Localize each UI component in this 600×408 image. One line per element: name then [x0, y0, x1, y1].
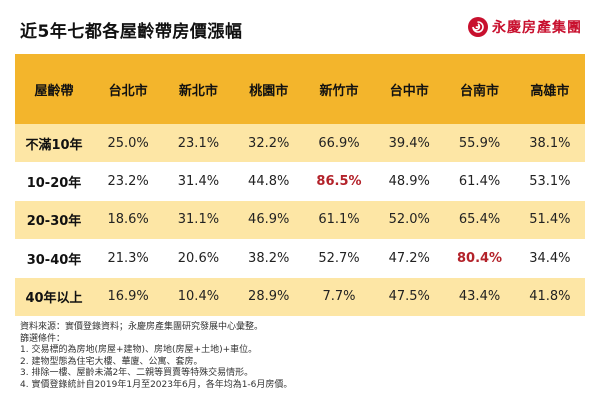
- column-header: 新竹市: [303, 54, 375, 124]
- row-label: 10-20年: [15, 162, 93, 201]
- table-cell: 66.9%: [303, 124, 375, 163]
- table-row: 40年以上 16.9% 10.4% 28.9% 7.7% 47.5% 43.4%…: [15, 277, 585, 316]
- table-cell: 10.4%: [163, 277, 234, 316]
- table-cell: 21.3%: [93, 239, 164, 278]
- table-cell: 38.1%: [514, 124, 585, 163]
- table-cell: 32.2%: [233, 124, 304, 163]
- table-cell: 52.0%: [374, 200, 445, 240]
- table-cell: 55.9%: [444, 124, 515, 163]
- table-cell: 47.2%: [374, 239, 445, 278]
- column-header: 台北市: [93, 54, 164, 124]
- column-header: 屋齡帶: [15, 54, 93, 124]
- column-header: 高雄市: [514, 54, 585, 124]
- filter-note: 3. 排除一樓、屋齡未滿2年、二親等買賣等特殊交易情形。: [20, 368, 254, 378]
- table-header-row: 屋齡帶 台北市 新北市 桃園市 新竹市 台中市 台南市 高雄市: [15, 54, 585, 124]
- row-label: 不滿10年: [15, 124, 93, 163]
- table-cell: 52.7%: [303, 239, 375, 278]
- table-cell: 48.9%: [374, 162, 445, 201]
- table-cell: 23.2%: [93, 162, 164, 201]
- brand-name: 永慶房產集團: [492, 20, 582, 36]
- table-cell: 53.1%: [514, 162, 585, 201]
- source-note: 資料來源：實價登錄資料；永慶房產集團研究發展中心彙整。: [20, 322, 264, 332]
- footnotes: 資料來源：實價登錄資料；永慶房產集團研究發展中心彙整。 篩選條件： 1. 交易標…: [20, 322, 292, 391]
- table-cell: 43.4%: [444, 277, 515, 316]
- row-label: 30-40年: [15, 239, 93, 278]
- highlighted-cell: 86.5%: [303, 162, 375, 201]
- column-header: 台南市: [444, 54, 515, 124]
- table-cell: 28.9%: [233, 277, 304, 316]
- column-header: 桃園市: [233, 54, 304, 124]
- table-cell: 41.8%: [514, 277, 585, 316]
- table-cell: 18.6%: [93, 200, 164, 240]
- table-cell: 38.2%: [233, 239, 304, 278]
- page-title: 近5年七都各屋齡帶房價漲幅: [20, 22, 243, 42]
- column-header: 新北市: [163, 54, 234, 124]
- row-label: 20-30年: [15, 200, 93, 240]
- brand: 永慶房產集團: [468, 17, 582, 37]
- table-cell: 46.9%: [233, 200, 304, 240]
- table-cell: 34.4%: [514, 239, 585, 278]
- table-cell: 51.4%: [514, 200, 585, 240]
- column-header: 台中市: [374, 54, 445, 124]
- table-cell: 23.1%: [163, 124, 234, 163]
- table-cell: 65.4%: [444, 200, 515, 240]
- table-cell: 20.6%: [163, 239, 234, 278]
- table-cell: 61.4%: [444, 162, 515, 201]
- table-cell: 47.5%: [374, 277, 445, 316]
- table-cell: 39.4%: [374, 124, 445, 163]
- table-cell: 44.8%: [233, 162, 304, 201]
- filter-note: 2. 建物型態為住宅大樓、華廈、公寓、套房。: [20, 356, 203, 367]
- row-label: 40年以上: [15, 277, 93, 316]
- swirl-logo-icon: [468, 17, 488, 37]
- table-cell: 31.1%: [163, 200, 234, 240]
- highlighted-cell: 80.4%: [444, 239, 515, 278]
- price-growth-table: 屋齡帶 台北市 新北市 桃園市 新竹市 台中市 台南市 高雄市 不滿10年 25…: [15, 54, 585, 316]
- table-cell: 31.4%: [163, 162, 234, 201]
- table-row: 30-40年 21.3% 20.6% 38.2% 52.7% 47.2% 80.…: [15, 239, 585, 278]
- filter-heading: 篩選條件：: [20, 333, 66, 344]
- table-cell: 61.1%: [303, 200, 375, 240]
- table-row: 不滿10年 25.0% 23.1% 32.2% 66.9% 39.4% 55.9…: [15, 124, 585, 163]
- filter-note: 4. 實價登錄統計自2019年1月至2023年6月，各年均為1-6月房價。: [20, 379, 293, 390]
- table-cell: 7.7%: [303, 277, 375, 316]
- table-row: 10-20年 23.2% 31.4% 44.8% 86.5% 48.9% 61.…: [15, 162, 585, 201]
- table-row: 20-30年 18.6% 31.1% 46.9% 61.1% 52.0% 65.…: [15, 200, 585, 240]
- table-cell: 16.9%: [93, 277, 164, 316]
- table-cell: 25.0%: [93, 124, 164, 163]
- filter-note: 1. 交易標的為房地(房屋+建物)、房地(房屋+土地)+車位。: [20, 345, 258, 355]
